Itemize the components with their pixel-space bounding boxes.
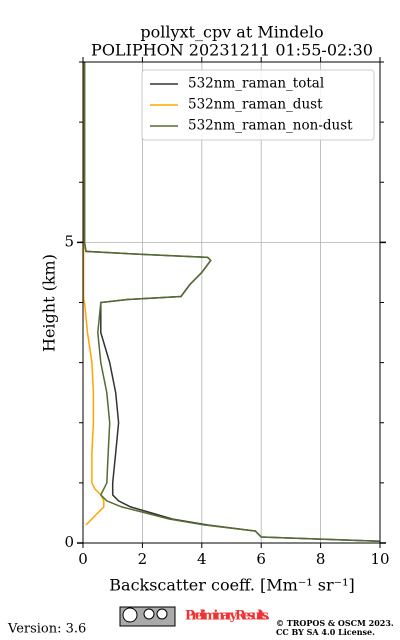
x-axis-label: Backscatter coeff. [Mm⁻¹ sr⁻¹] (109, 576, 354, 595)
chart-title: pollyxt_cpv at Mindelo (140, 23, 323, 42)
x-tick-label: 6 (256, 550, 266, 568)
plot-frame (82, 61, 381, 544)
x-tick-label: 8 (316, 550, 326, 568)
legend-label: 532nm_raman_non-dust (188, 118, 353, 134)
notice: Preliminary Results. (185, 609, 270, 624)
y-tick-label: 5 (64, 232, 74, 250)
chart-subtitle: POLIPHON 20231211 01:55-02:30 (91, 41, 373, 60)
profile-line (83, 62, 381, 542)
copyright: © TROPOS & OSCM 2023. (276, 618, 394, 628)
x-tick-label: 10 (370, 550, 389, 568)
license: CC BY SA 4.0 License. (276, 627, 375, 637)
y-axis-label: Height (km) (40, 254, 59, 352)
y-tick-label: 0 (64, 533, 74, 551)
x-tick-label: 0 (78, 550, 88, 568)
cc-badge (119, 606, 176, 627)
profile-line (82, 62, 105, 526)
x-tick-label: 2 (138, 550, 148, 568)
version: Version: 3.6 (7, 622, 86, 637)
legend-label: 532nm_raman_dust (188, 97, 323, 113)
legend-box (141, 69, 375, 141)
x-tick-label: 4 (197, 550, 207, 568)
legend-label: 532nm_raman_total (188, 76, 324, 92)
